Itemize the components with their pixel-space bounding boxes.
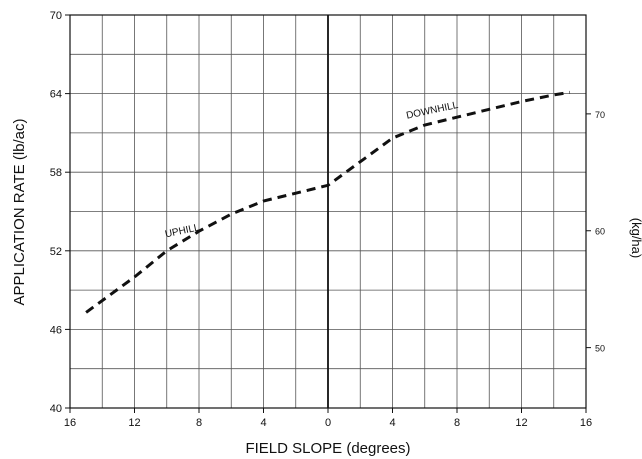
series-layer — [85, 90, 571, 314]
y2-tick-label: 70 — [595, 110, 605, 120]
y-tick-label: 52 — [50, 246, 62, 258]
x-tick-label: 4 — [389, 417, 395, 429]
x-tick-label: 4 — [260, 417, 266, 429]
y2-axis-ticks: 50 60 70 — [586, 110, 605, 354]
y-tick-label: 70 — [50, 10, 62, 22]
annotation-label: UPHILL — [164, 222, 201, 240]
y2-tick-label: 60 — [595, 227, 605, 237]
y-tick-label: 46 — [50, 324, 62, 336]
x-tick-label: 12 — [515, 417, 527, 429]
x-axis-ticks: 16 12 8 4 0 4 8 12 16 — [64, 408, 592, 429]
y-tick-label: 64 — [50, 89, 62, 101]
y-axis-title: APPLICATION RATE (lb/ac) — [11, 119, 28, 306]
annotation-label: DOWNHILL — [405, 100, 459, 122]
x-tick-label: 8 — [196, 417, 202, 429]
y2-axis-title: (kg/ha) — [629, 218, 642, 258]
series-line — [85, 90, 571, 314]
y-tick-label: 40 — [50, 403, 62, 415]
x-tick-label: 16 — [64, 417, 76, 429]
x-tick-label: 0 — [325, 417, 331, 429]
y-axis-ticks: 40 46 52 58 64 70 — [50, 10, 70, 415]
y-tick-label: 58 — [50, 167, 62, 179]
x-tick-label: 16 — [580, 417, 592, 429]
x-tick-label: 12 — [128, 417, 140, 429]
x-axis-title: FIELD SLOPE (degrees) — [245, 440, 410, 457]
annotations: UPHILL DOWNHILL — [164, 100, 460, 240]
y2-tick-label: 50 — [595, 344, 605, 354]
x-tick-label: 8 — [454, 417, 460, 429]
